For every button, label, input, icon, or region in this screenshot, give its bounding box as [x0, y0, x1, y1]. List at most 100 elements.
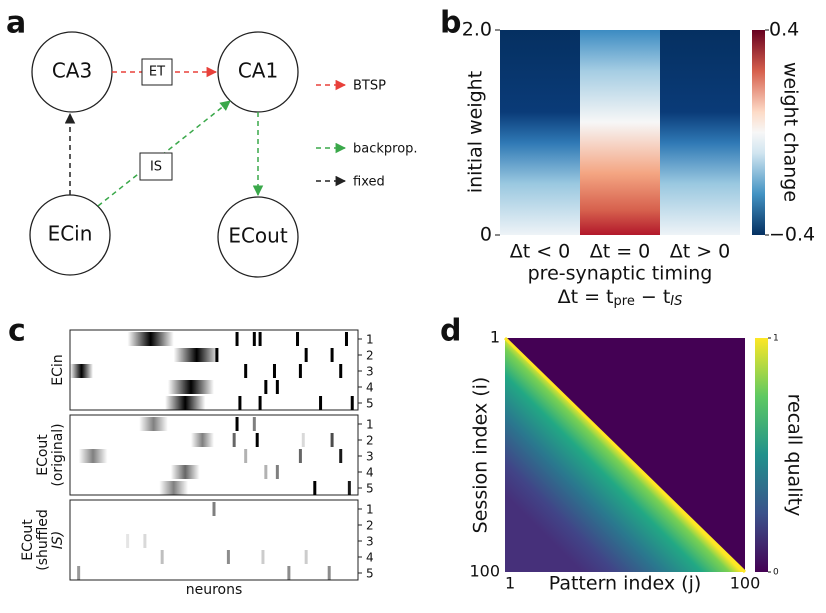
x-tick-label: Δt > 0 [670, 241, 731, 263]
colorbar [755, 338, 768, 572]
spike [313, 481, 317, 495]
spike [212, 502, 216, 516]
spike [258, 332, 262, 346]
formula-sub: pre [614, 294, 635, 309]
spike [296, 332, 300, 346]
x-axis-label: neurons [186, 582, 243, 598]
row-label: 5 [366, 567, 374, 581]
spike [339, 364, 343, 378]
spike [226, 550, 230, 564]
spike [350, 396, 354, 410]
spike [298, 449, 302, 463]
x-axis-label: Pattern index (j) [549, 573, 702, 595]
edge-box [141, 58, 173, 86]
spike [264, 380, 268, 394]
legend-label: backprop. [353, 142, 418, 157]
formula-sub: IS [670, 294, 682, 309]
row-label: 5 [366, 397, 374, 411]
activity-blob [159, 481, 189, 495]
spike [258, 396, 262, 410]
colorbar-tick-label: −0.4 [769, 224, 815, 246]
spike [330, 433, 334, 447]
activity-blob [70, 364, 94, 378]
spike [261, 550, 265, 564]
spike [272, 364, 276, 378]
row-label: 5 [366, 482, 374, 496]
spike [304, 550, 308, 564]
spike [330, 348, 334, 362]
colorbar-label: weight change [780, 62, 802, 202]
spike [344, 332, 348, 346]
y-axis-label: ECout [35, 434, 51, 476]
row-label: 2 [366, 519, 374, 533]
raster-frame [69, 414, 359, 496]
panel-label: a [6, 6, 26, 41]
row-label: 1 [366, 333, 374, 347]
spike [252, 417, 256, 431]
node-label: CA3 [52, 59, 92, 83]
row-label: 2 [366, 349, 374, 363]
diagonal [503, 336, 747, 574]
spike [244, 449, 248, 463]
raster-frame [69, 329, 359, 411]
spike [235, 417, 239, 431]
spike [327, 566, 331, 580]
activity-blob [78, 449, 108, 463]
activity-blob [165, 396, 206, 410]
spike [232, 433, 236, 447]
row-label: 3 [366, 450, 374, 464]
node-label: ECin [48, 222, 93, 246]
activity-blob [139, 417, 168, 431]
x-tick-label: Δt < 0 [510, 241, 571, 263]
x-tick-label: 1 [505, 574, 515, 593]
panel-b: b initial weight weight change pre-synap… [440, 6, 815, 309]
activity-blob [170, 465, 200, 479]
panel-d: d Session index (i) Pattern index (j) re… [440, 314, 806, 595]
spike [126, 534, 130, 548]
spike [255, 433, 259, 447]
row-label: 3 [366, 535, 374, 549]
row-label: 2 [366, 434, 374, 448]
heatmap-column [500, 30, 580, 235]
node-label: CA1 [238, 59, 278, 83]
x-tick-label: Δt = 0 [590, 241, 651, 263]
spike [252, 332, 256, 346]
heatmap-column [580, 30, 660, 235]
activity-blob [127, 332, 174, 346]
row-label: 4 [366, 551, 374, 565]
spike [235, 332, 239, 346]
formula-part: Δt = t [558, 286, 614, 308]
y-axis-label: ECout [20, 519, 36, 561]
colorbar-tick-label: 0 [773, 568, 779, 578]
y-axis-label: ECin [50, 354, 66, 385]
edge-label: IS [150, 160, 162, 175]
row-label: 1 [366, 503, 374, 517]
colorbar-tick-label: 0.4 [769, 19, 799, 41]
x-tick-label: 100 [730, 574, 761, 593]
spike [319, 396, 323, 410]
activity-blob [173, 348, 220, 362]
colorbar [752, 30, 765, 235]
spike [264, 465, 268, 479]
y-tick-label: 0 [480, 224, 492, 246]
spike [275, 380, 279, 394]
y-axis-label: (shuffled [35, 509, 51, 571]
spike [143, 534, 147, 548]
y-tick-label: 2.0 [462, 19, 492, 41]
y-axis-label: IS) [50, 531, 66, 549]
panel-label: c [8, 314, 26, 349]
formula: Δt = tpre − tIS [558, 286, 683, 309]
spike [244, 364, 248, 378]
y-tick-label: 1 [490, 328, 500, 347]
x-axis-label: pre-synaptic timing [528, 263, 713, 285]
colorbar-tick-label: 1 [773, 334, 779, 344]
row-label: 4 [366, 466, 374, 480]
y-axis-label: Session index (i) [470, 377, 492, 534]
row-label: 4 [366, 381, 374, 395]
heatmap-column [660, 30, 740, 235]
colorbar-label: recall quality [784, 394, 806, 517]
panel-label: b [440, 6, 461, 41]
row-label: 1 [366, 418, 374, 432]
